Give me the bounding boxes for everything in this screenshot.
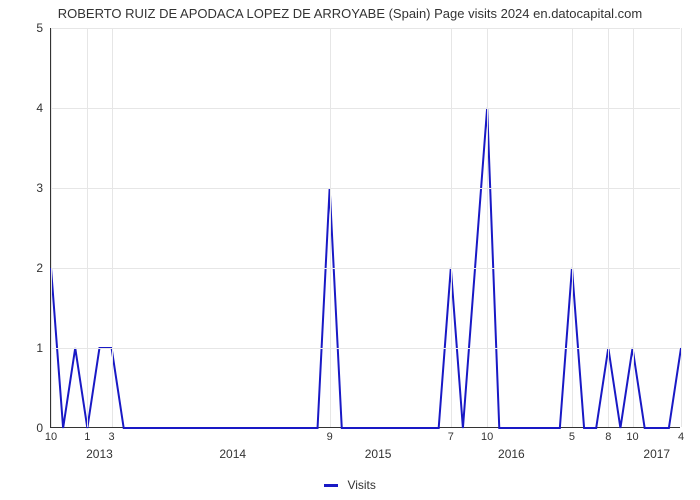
y-tick-label: 4 (36, 101, 43, 115)
legend: Visits (0, 477, 700, 492)
gridline-v (51, 28, 52, 427)
gridline-v (112, 28, 113, 427)
legend-swatch (324, 484, 338, 487)
gridline-h (51, 348, 680, 349)
x-tick-label: 10 (481, 431, 493, 443)
gridline-v (451, 28, 452, 427)
x-tick-label: 4 (678, 431, 684, 443)
x-tick-label: 10 (45, 431, 57, 443)
legend-label: Visits (347, 478, 375, 492)
x-tick-label: 8 (605, 431, 611, 443)
gridline-v (681, 28, 682, 427)
plot-area: 012345101397105810420132014201520162017 (50, 28, 680, 428)
y-tick-label: 3 (36, 181, 43, 195)
x-tick-label: 1 (84, 431, 90, 443)
y-tick-label: 2 (36, 261, 43, 275)
y-tick-label: 0 (36, 421, 43, 435)
gridline-v (633, 28, 634, 427)
gridline-v (572, 28, 573, 427)
gridline-h (51, 108, 680, 109)
gridline-v (87, 28, 88, 427)
x-tick-label: 9 (327, 431, 333, 443)
x-year-label: 2015 (365, 447, 392, 461)
gridline-h (51, 188, 680, 189)
gridline-h (51, 28, 680, 29)
y-tick-label: 1 (36, 341, 43, 355)
x-year-label: 2016 (498, 447, 525, 461)
gridline-v (608, 28, 609, 427)
gridline-v (487, 28, 488, 427)
chart-svg (51, 28, 681, 428)
gridline-v (330, 28, 331, 427)
x-year-label: 2017 (643, 447, 670, 461)
x-tick-label: 5 (569, 431, 575, 443)
gridline-h (51, 268, 680, 269)
x-tick-label: 10 (626, 431, 638, 443)
x-tick-label: 3 (109, 431, 115, 443)
chart-title: ROBERTO RUIZ DE APODACA LOPEZ DE ARROYAB… (0, 6, 700, 21)
x-year-label: 2014 (219, 447, 246, 461)
y-tick-label: 5 (36, 21, 43, 35)
x-year-label: 2013 (86, 447, 113, 461)
x-tick-label: 7 (448, 431, 454, 443)
